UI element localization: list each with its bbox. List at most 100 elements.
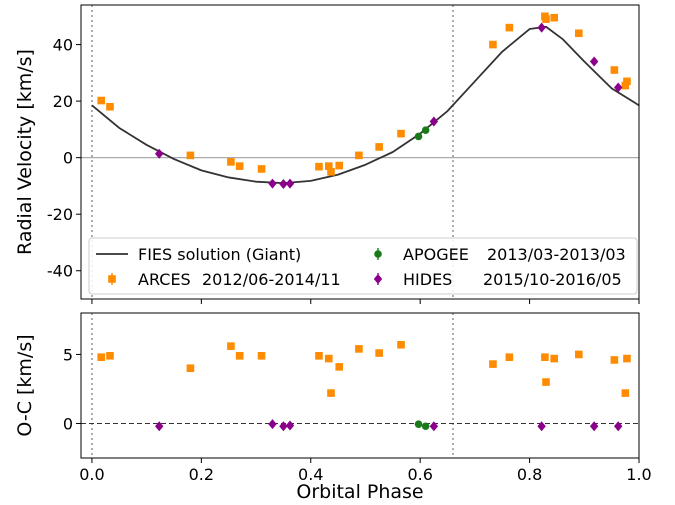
- y-axis-label: Radial Velocity [km/s]: [14, 49, 36, 255]
- y-tick-label: 20: [53, 92, 73, 111]
- residuals-panel: 0 5 0.0 0.2 0.4 0.6 0.8 1.0 O-C [km/s] Orbital Ph…: [14, 312, 652, 503]
- arces-point: [623, 77, 631, 86]
- legend-apogee-label: APOGEE: [403, 245, 469, 264]
- radial-velocity-panel: -40 -20 0 20 40 Radial Velocity [km/s]: [14, 4, 640, 304]
- legend-apogee-dates: 2013/03-2013/03: [487, 245, 626, 264]
- series-apogee: [414, 126, 430, 141]
- arces-point: [227, 342, 235, 350]
- series-apogee: [414, 420, 430, 431]
- arces-point: [97, 353, 106, 361]
- y-tick-label: 0: [63, 149, 73, 168]
- arces-point: [623, 354, 631, 363]
- apogee-point: [414, 420, 423, 428]
- hides-point: [537, 22, 546, 33]
- apogee-point: [421, 126, 430, 135]
- legend-box: [88, 237, 638, 295]
- legend-model-label: FIES solution (Giant): [138, 245, 301, 264]
- arces-point: [315, 162, 323, 171]
- series-hides: [155, 419, 623, 432]
- apogee-point: [414, 132, 423, 141]
- arces-point: [375, 143, 383, 151]
- arces-point: [397, 129, 405, 138]
- x-tick-label: 0.8: [517, 465, 542, 484]
- legend-apogee-marker: [374, 250, 382, 258]
- y-tick-label: 0: [63, 414, 73, 433]
- arces-point: [375, 349, 383, 357]
- y-axis-label: O-C [km/s]: [14, 334, 36, 436]
- y-tick-label: -20: [47, 205, 73, 224]
- arces-point: [186, 364, 195, 373]
- series-arces: [97, 12, 631, 176]
- arces-point: [550, 354, 559, 363]
- arces-point: [227, 158, 235, 166]
- x-tick-label: 1.0: [626, 465, 651, 484]
- hides-point: [155, 421, 164, 432]
- arces-point: [541, 353, 549, 361]
- arces-point: [542, 378, 550, 386]
- x-tick-label: 0.6: [407, 465, 432, 484]
- arces-point: [315, 352, 323, 360]
- arces-point: [257, 352, 266, 360]
- y-tick-label: 5: [63, 345, 73, 364]
- plot-frame: [80, 312, 640, 459]
- hides-point: [268, 178, 277, 189]
- series-arces: [97, 340, 631, 397]
- arces-point: [550, 13, 559, 22]
- x-tick-label: 0.0: [79, 465, 104, 484]
- hides-point: [537, 421, 546, 432]
- arces-point: [327, 167, 335, 176]
- apogee-point: [421, 422, 430, 431]
- y-tick-label: -40: [47, 262, 73, 281]
- legend-hides-dates: 2015/10-2016/05: [483, 270, 622, 289]
- arces-point: [235, 162, 244, 170]
- plot-frame: [80, 4, 640, 300]
- arces-point: [610, 66, 619, 74]
- x-axis-label: Orbital Phase: [296, 481, 423, 503]
- arces-point: [106, 102, 114, 111]
- arces-point: [325, 162, 333, 170]
- arces-point: [575, 29, 583, 38]
- hides-point: [429, 116, 439, 127]
- arces-point: [355, 151, 363, 160]
- arces-point: [505, 23, 514, 32]
- arces-point: [335, 363, 344, 371]
- arces-point: [621, 389, 630, 397]
- arces-point: [325, 354, 333, 363]
- arces-point: [106, 352, 114, 360]
- arces-point: [235, 352, 244, 360]
- legend-arces-marker: [108, 275, 116, 283]
- arces-point: [397, 340, 405, 349]
- legend: FIES solution (Giant) ARCES 2012/06-2014/1…: [88, 237, 638, 295]
- hides-point: [614, 82, 623, 93]
- x-tick-label: 0.4: [298, 465, 323, 484]
- y-tick-label: 40: [53, 36, 73, 55]
- arces-point: [542, 15, 550, 23]
- arces-point: [97, 96, 106, 105]
- arces-point: [621, 81, 630, 90]
- arces-point: [335, 161, 344, 170]
- hides-point: [268, 419, 277, 430]
- hides-point: [279, 421, 288, 432]
- arces-point: [327, 389, 335, 397]
- hides-point: [285, 178, 295, 189]
- arces-point: [355, 345, 363, 353]
- hides-point: [429, 421, 439, 432]
- arces-point: [489, 360, 497, 368]
- hides-point: [279, 178, 288, 189]
- legend-hides-marker: [373, 274, 383, 284]
- arces-point: [610, 356, 619, 364]
- x-tick-label: 0.2: [189, 465, 214, 484]
- legend-arces-label: ARCES: [138, 270, 191, 289]
- legend-hides-label: HIDES: [403, 270, 452, 289]
- model-curve: [91, 25, 640, 184]
- arces-point: [575, 350, 583, 359]
- legend-arces-dates: 2012/06-2014/11: [202, 270, 341, 289]
- hides-point: [285, 420, 295, 431]
- arces-point: [505, 353, 514, 361]
- hides-point: [589, 56, 599, 67]
- arces-point: [489, 40, 497, 49]
- series-hides: [155, 22, 623, 189]
- arces-point: [257, 165, 266, 173]
- hides-point: [614, 421, 623, 432]
